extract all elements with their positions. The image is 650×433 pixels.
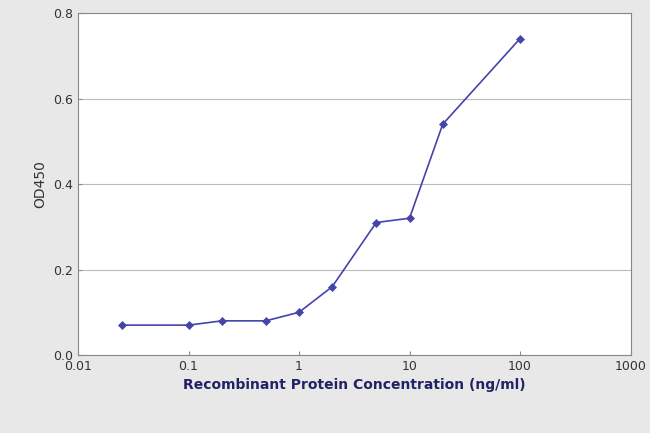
X-axis label: Recombinant Protein Concentration (ng/ml): Recombinant Protein Concentration (ng/ml… — [183, 378, 526, 392]
Y-axis label: OD450: OD450 — [34, 160, 47, 208]
